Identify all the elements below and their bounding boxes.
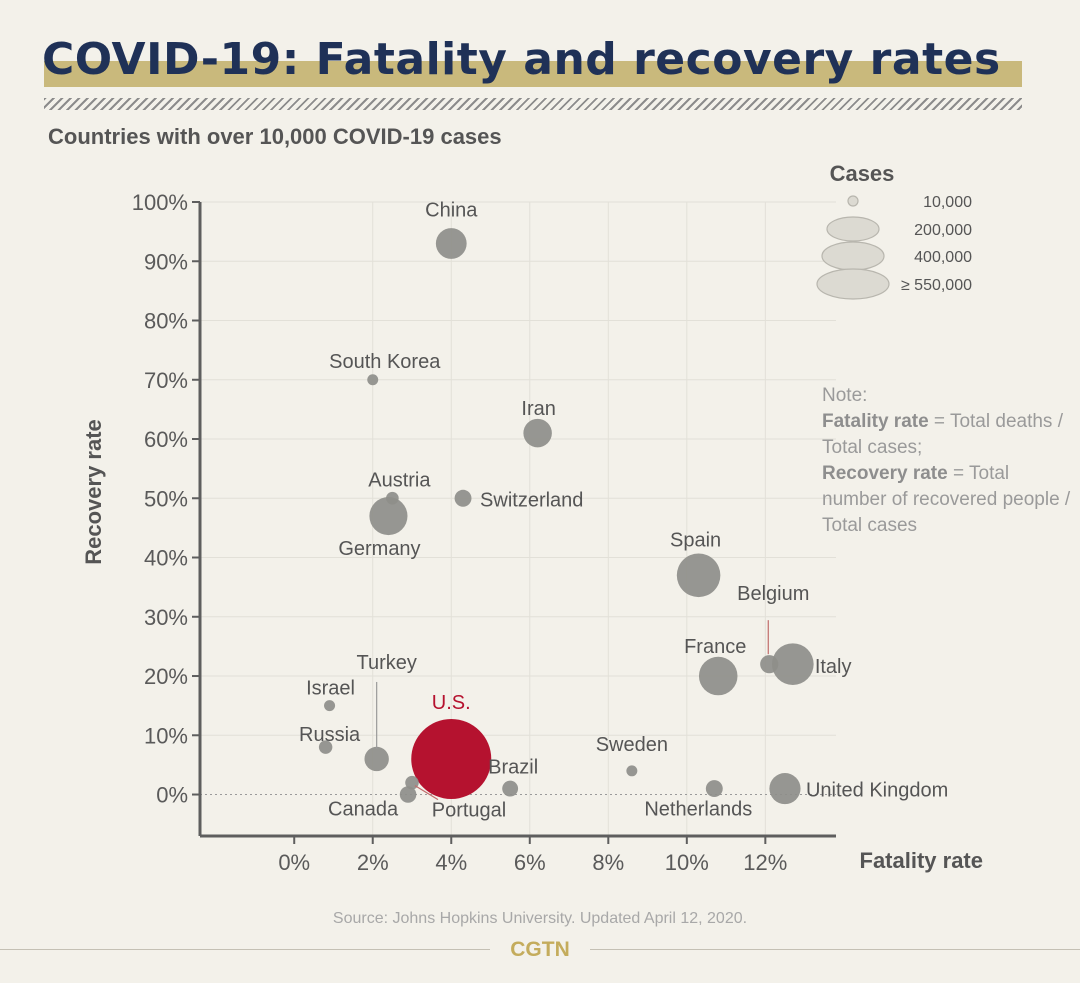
bubble-russia [318, 740, 333, 754]
note-box: Note: Fatality rate = Total deaths / Tot… [822, 383, 1072, 539]
bubble-u-s [411, 718, 492, 799]
y-tick-label: 90% [144, 249, 188, 274]
y-axis-title: Recovery rate [81, 419, 106, 565]
y-tick-label: 50% [144, 486, 188, 511]
label-belgium: Belgium [737, 583, 809, 605]
y-tick-label: 60% [144, 427, 188, 452]
y-tick-label: 80% [144, 309, 188, 334]
y-tick-label: 40% [144, 546, 188, 571]
legend-label: 10,000 [923, 194, 972, 211]
label-iran: Iran [521, 398, 555, 420]
y-tick-label: 0% [156, 783, 188, 808]
note-fatality-def: = Total deaths / Total cases; [822, 411, 1063, 458]
label-spain: Spain [670, 529, 721, 551]
legend-bubble [826, 216, 880, 242]
legend-label: 200,000 [914, 222, 972, 239]
label-u-s: U.S. [432, 692, 471, 714]
bubble-spain [676, 553, 721, 598]
brand-logo: CGTN [490, 937, 590, 963]
y-tick-label: 30% [144, 605, 188, 630]
note-prefix: Note: [822, 385, 868, 406]
note-recovery: Recovery rate = Total number of recovere… [822, 461, 1072, 539]
label-israel: Israel [306, 678, 355, 700]
x-tick-label: 12% [743, 850, 787, 875]
chart-subtitle: Countries with over 10,000 COVID-19 case… [48, 124, 502, 149]
x-tick-label: 8% [592, 850, 624, 875]
leader-layer [376, 620, 769, 801]
y-tick-label: 20% [144, 664, 188, 689]
legend: Cases 10,000 200,000 400,000 ≥ 550,000 [816, 161, 972, 300]
legend-bubble [816, 268, 890, 300]
x-tick-label: 10% [665, 850, 709, 875]
x-tick-label: 0% [278, 850, 310, 875]
legend-title: Cases [830, 161, 895, 186]
title-hatch-divider [44, 98, 1022, 110]
page-title: COVID-19: Fatality and recovery rates [42, 34, 1001, 85]
label-netherlands: Netherlands [644, 799, 752, 821]
x-tick-label: 6% [514, 850, 546, 875]
note-recovery-def: = Total number of recovered people / Tot… [822, 463, 1071, 536]
bubble-iran [523, 418, 552, 448]
label-austria: Austria [368, 469, 431, 491]
legend-label: ≥ 550,000 [901, 277, 972, 294]
axis-layer: 0% 10% 20% 30% 40% 50% 60% 70% 80% 90% 100% 0% 2% 4% 6… [81, 190, 983, 875]
bubble-switzerland [454, 489, 472, 507]
label-germany: Germany [338, 538, 420, 560]
note-recovery-term: Recovery rate [822, 463, 948, 484]
label-sweden: Sweden [596, 734, 668, 756]
bubble-brazil [502, 780, 519, 797]
source-credit: Source: Johns Hopkins University. Update… [332, 910, 748, 927]
bubble-turkey [364, 746, 389, 772]
label-canada: Canada [328, 799, 399, 821]
bubble-germany [369, 496, 408, 536]
label-russia: Russia [299, 724, 361, 746]
label-brazil: Brazil [488, 757, 538, 779]
label-france: France [684, 636, 746, 658]
label-united-kingdom: United Kingdom [806, 780, 948, 802]
label-layer: China South Korea Iran Austria Switzerland Ge… [299, 199, 948, 821]
bubble-united-kingdom [769, 773, 801, 805]
label-italy: Italy [815, 656, 852, 678]
bubble-italy [771, 643, 814, 686]
bubble-france [698, 656, 738, 696]
y-tick-label: 100% [132, 190, 188, 215]
note-fatality: Fatality rate = Total deaths / Total cas… [822, 409, 1072, 461]
legend-bubble [847, 195, 859, 207]
legend-bubble [821, 241, 885, 271]
x-tick-label: 4% [435, 850, 467, 875]
label-china: China [425, 199, 478, 221]
y-tick-label: 70% [144, 368, 188, 393]
bubble-south-korea [367, 374, 379, 386]
bubble-netherlands [705, 780, 723, 798]
y-tick-label: 10% [144, 723, 188, 748]
grid-layer [200, 201, 836, 836]
bubble-canada [399, 786, 417, 803]
leader-portugal [414, 785, 439, 801]
title-underline-bar [44, 61, 1022, 87]
label-south-korea: South Korea [329, 351, 441, 373]
label-turkey: Turkey [356, 652, 416, 674]
legend-label: 400,000 [914, 249, 972, 266]
x-tick-label: 2% [357, 850, 389, 875]
bubble-israel [324, 700, 336, 712]
bubble-layer [318, 228, 814, 805]
note-fatality-term: Fatality rate [822, 411, 929, 432]
bubble-china [435, 228, 467, 259]
x-axis-title: Fatality rate [860, 848, 984, 873]
label-portugal: Portugal [432, 800, 507, 822]
bubble-sweden [626, 765, 638, 777]
label-switzerland: Switzerland [480, 489, 583, 511]
